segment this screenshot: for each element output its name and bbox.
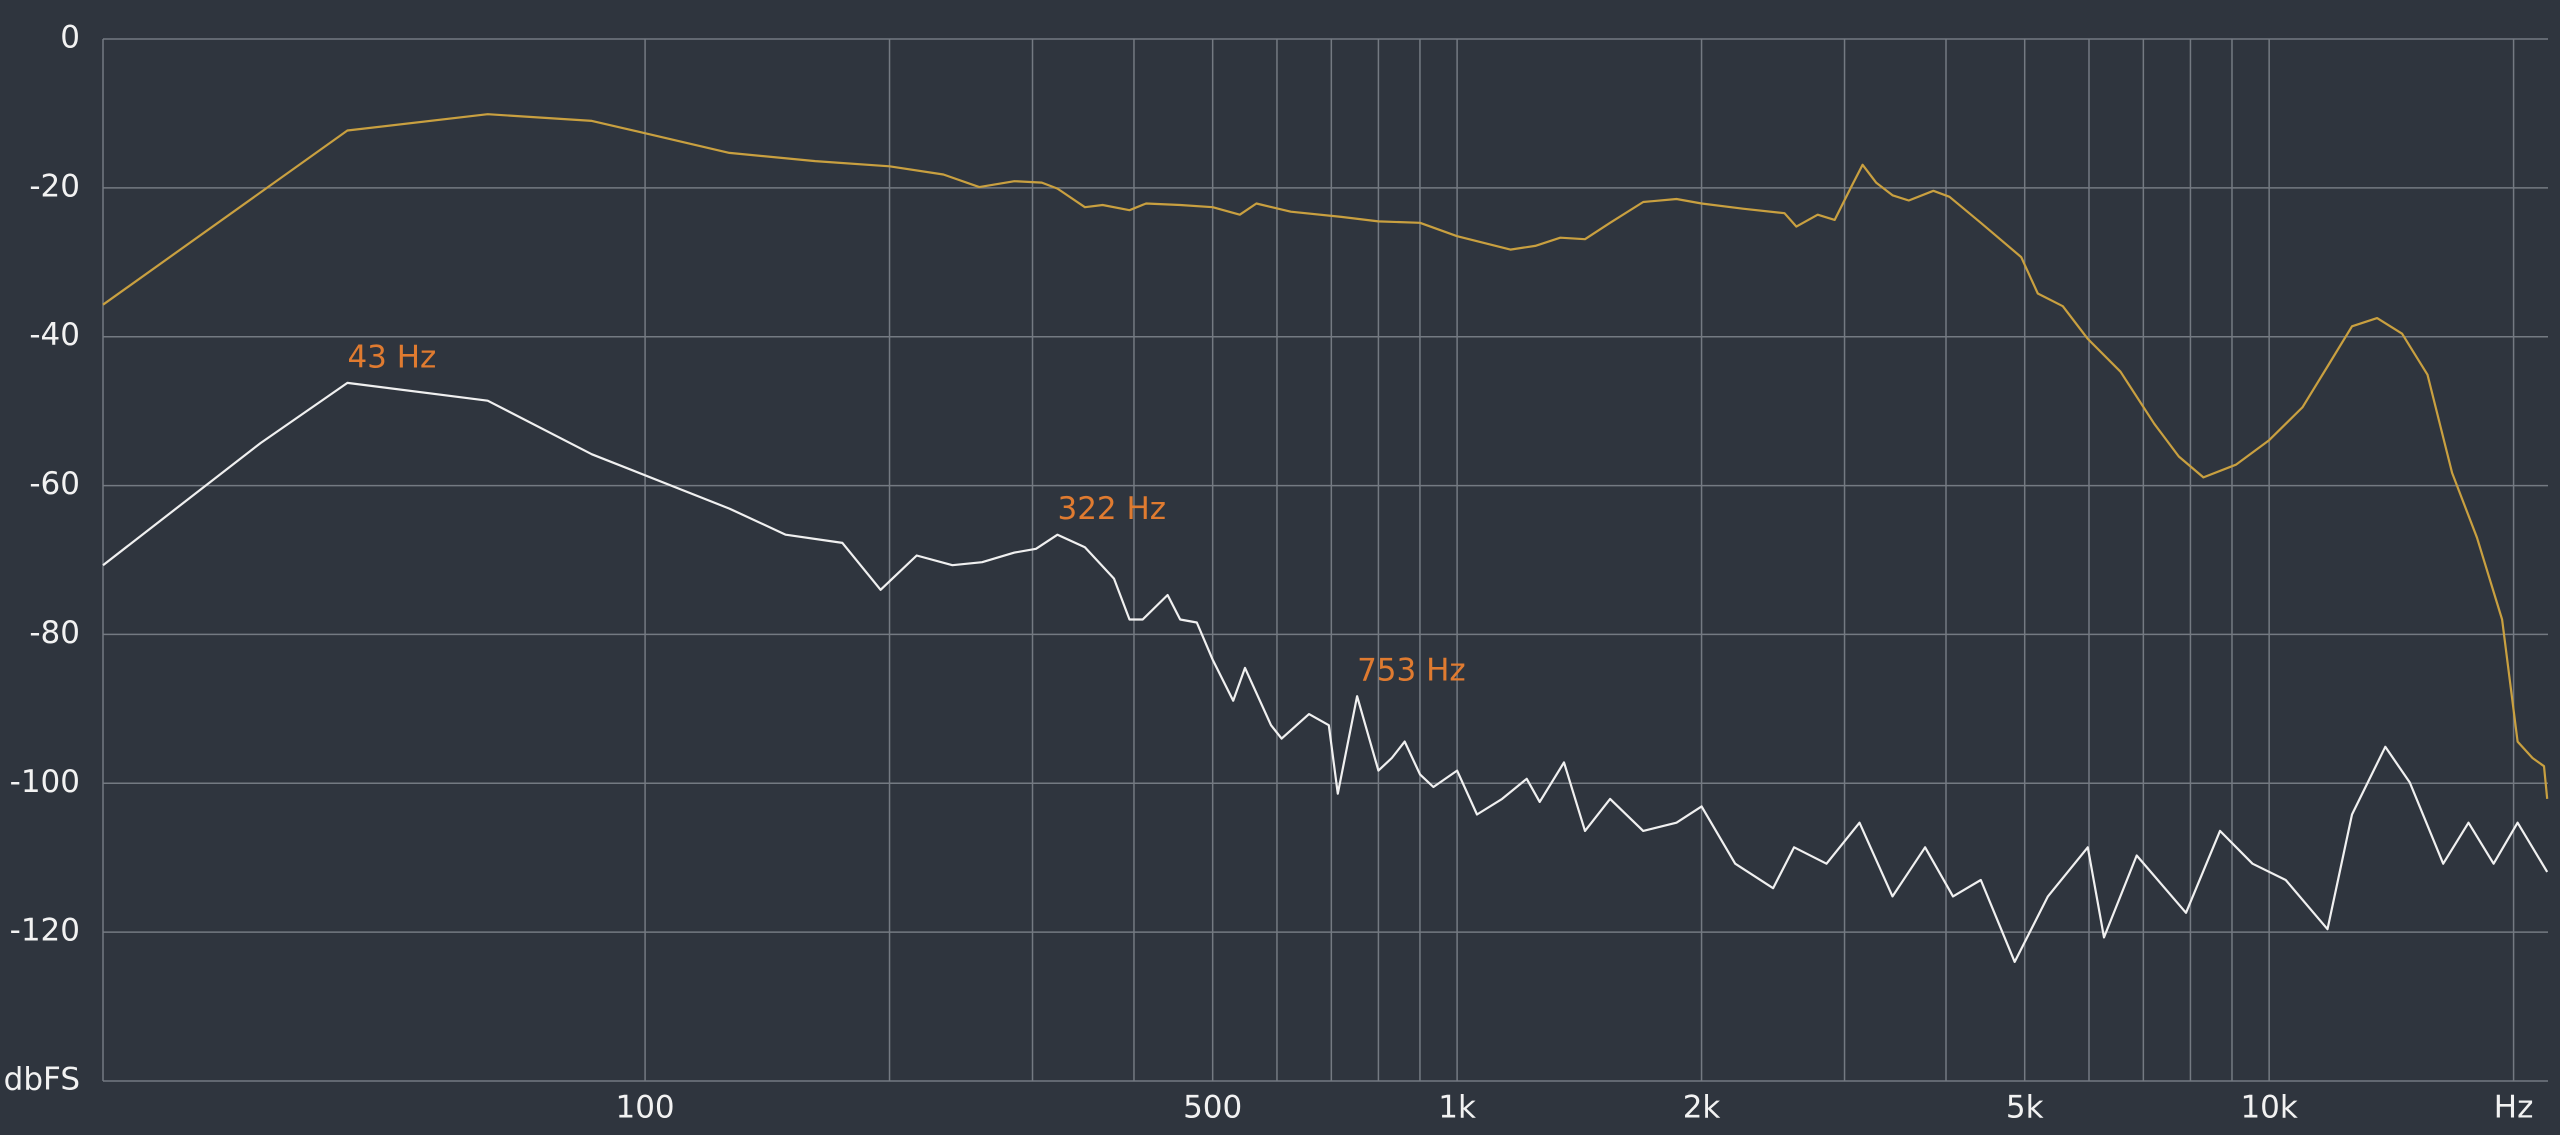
peak-annotation: 43 Hz xyxy=(347,339,436,375)
x-tick-label: 2k xyxy=(1683,1090,1721,1126)
y-tick-label: -20 xyxy=(29,168,80,204)
x-tick-label: 500 xyxy=(1183,1090,1242,1126)
peak-annotation: 753 Hz xyxy=(1357,653,1466,689)
spectrum-line xyxy=(102,381,2549,963)
y-tick-label: -100 xyxy=(10,764,80,800)
x-tick-label: 1k xyxy=(1438,1090,1476,1126)
y-tick-label: -40 xyxy=(29,317,80,353)
y-tick-label: dbFS xyxy=(4,1062,80,1098)
x-tick-label: 10k xyxy=(2240,1090,2297,1126)
spectrum-line xyxy=(102,113,2549,800)
x-tick-label: 5k xyxy=(2006,1090,2044,1126)
y-tick-label: -80 xyxy=(29,615,80,651)
y-tick-label: -120 xyxy=(10,913,80,949)
y-tick-label: -60 xyxy=(29,466,80,502)
x-tick-label: 100 xyxy=(615,1090,674,1126)
y-tick-label: 0 xyxy=(60,20,80,56)
x-tick-label: Hz xyxy=(2494,1090,2534,1126)
peak-annotation: 322 Hz xyxy=(1057,491,1166,527)
